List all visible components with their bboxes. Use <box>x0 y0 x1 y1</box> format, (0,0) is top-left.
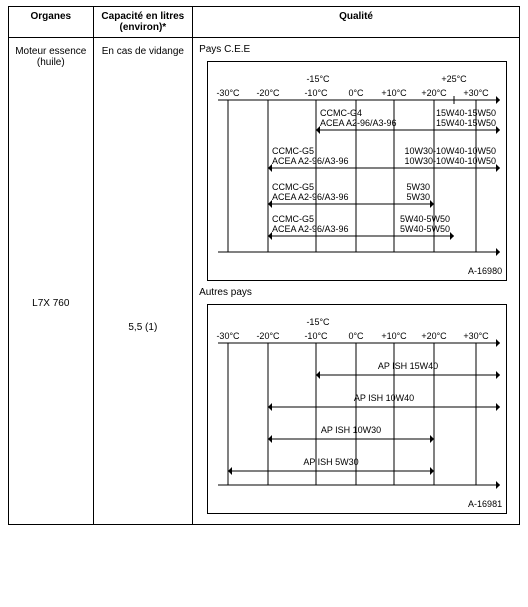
svg-text:0°C: 0°C <box>349 88 365 98</box>
cell-capacite: En cas de vidange 5,5 (1) <box>93 38 192 525</box>
svg-text:+10°C: +10°C <box>381 331 407 341</box>
svg-text:5W40-5W50: 5W40-5W50 <box>400 224 450 234</box>
svg-text:CCMC-G5: CCMC-G5 <box>272 214 314 224</box>
chart1-svg: -15°C +25°C -30°C -20°C -10°C 0°C +10°C +20°C +3… <box>208 66 508 266</box>
svg-text:+25°C: +25°C <box>441 74 467 84</box>
chart2-svg: -15°C -30°C -20°C -10°C 0°C +10°C +20°C +30°C AP… <box>208 309 508 499</box>
svg-text:AP ISH 10W30: AP ISH 10W30 <box>321 425 381 435</box>
svg-text:-20°C: -20°C <box>257 88 281 98</box>
svg-text:ACEA A2-96/A3-96: ACEA A2-96/A3-96 <box>272 192 349 202</box>
svg-text:15W40-15W50: 15W40-15W50 <box>436 108 496 118</box>
svg-text:CCMC-G5: CCMC-G5 <box>272 146 314 156</box>
engine-code: L7X 760 <box>13 298 89 309</box>
svg-text:5W30: 5W30 <box>407 192 431 202</box>
header-organes: Organes <box>9 7 94 38</box>
svg-text:CCMC-G5: CCMC-G5 <box>272 182 314 192</box>
spec-table: Organes Capacité en litres (environ)* Qu… <box>8 6 520 525</box>
svg-text:ACEA A2-96/A3-96: ACEA A2-96/A3-96 <box>320 118 397 128</box>
cell-qualite: Pays C.E.E -15°C +25°C -30°C -20°C -10°C 0°C +… <box>193 38 520 525</box>
header-capacite: Capacité en litres (environ)* <box>93 7 192 38</box>
svg-text:-20°C: -20°C <box>257 331 281 341</box>
cell-organes: Moteur essence (huile) L7X 760 <box>9 38 94 525</box>
svg-text:5W30: 5W30 <box>407 182 431 192</box>
chart2-box: -15°C -30°C -20°C -10°C 0°C +10°C +20°C +30°C AP… <box>207 304 507 514</box>
svg-text:15W40-15W50: 15W40-15W50 <box>436 118 496 128</box>
svg-text:-10°C: -10°C <box>305 331 329 341</box>
svg-text:-15°C: -15°C <box>307 74 331 84</box>
chart1-ref: A-16980 <box>208 266 506 278</box>
chart1-box: -15°C +25°C -30°C -20°C -10°C 0°C +10°C +20°C +3… <box>207 61 507 281</box>
svg-text:+20°C: +20°C <box>421 88 447 98</box>
svg-text:+30°C: +30°C <box>463 88 489 98</box>
svg-text:5W40-5W50: 5W40-5W50 <box>400 214 450 224</box>
svg-text:0°C: 0°C <box>349 331 365 341</box>
chart2-ref: A-16981 <box>208 499 506 511</box>
capacity-label: En cas de vidange <box>98 46 188 57</box>
svg-text:AP ISH 15W40: AP ISH 15W40 <box>378 361 438 371</box>
svg-text:AP ISH 10W40: AP ISH 10W40 <box>354 393 414 403</box>
organ-label: Moteur essence (huile) <box>13 46 89 68</box>
capacity-value: 5,5 (1) <box>98 322 188 333</box>
svg-text:+20°C: +20°C <box>421 331 447 341</box>
svg-text:ACEA A2-96/A3-96: ACEA A2-96/A3-96 <box>272 224 349 234</box>
chart2-title: Autres pays <box>199 287 515 298</box>
header-qualite: Qualité <box>193 7 520 38</box>
svg-text:ACEA A2-96/A3-96: ACEA A2-96/A3-96 <box>272 156 349 166</box>
svg-text:-15°C: -15°C <box>307 317 331 327</box>
svg-text:-30°C: -30°C <box>217 88 241 98</box>
svg-text:10W30-10W40-10W50: 10W30-10W40-10W50 <box>405 156 497 166</box>
svg-text:+10°C: +10°C <box>381 88 407 98</box>
chart1-title: Pays C.E.E <box>199 44 515 55</box>
svg-text:CCMC-G4: CCMC-G4 <box>320 108 362 118</box>
svg-text:+30°C: +30°C <box>463 331 489 341</box>
svg-text:10W30-10W40-10W50: 10W30-10W40-10W50 <box>405 146 497 156</box>
svg-text:AP ISH 5W30: AP ISH 5W30 <box>303 457 358 467</box>
svg-text:-30°C: -30°C <box>217 331 241 341</box>
svg-text:-10°C: -10°C <box>305 88 329 98</box>
